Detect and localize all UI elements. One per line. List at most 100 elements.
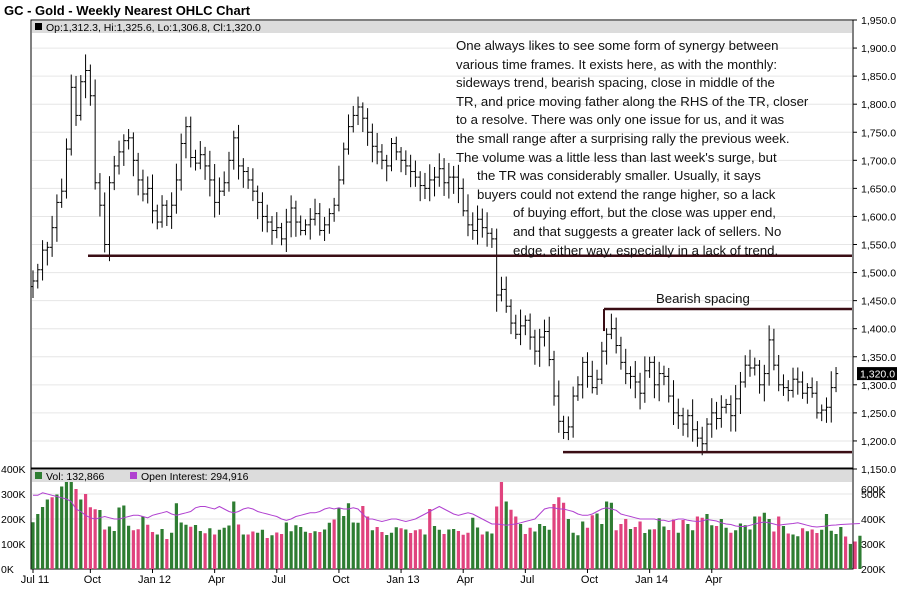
volume-bar [695,516,700,569]
ohlc-bar [59,178,64,208]
ohlc-bar [800,371,805,399]
volume-bar [150,532,155,569]
x-tick-label: Oct [581,574,598,586]
volume-bar [318,532,322,569]
ohlc-bar [155,204,160,230]
volume-bar [633,527,637,569]
volume-legend-label: Vol: 132,866 [46,471,105,483]
volume-left-tick-label: 100K [1,539,26,551]
ohlc-bar [274,212,279,239]
volume-bar [542,526,547,569]
ohlc-bar [527,313,533,350]
volume-bar [409,533,413,569]
price-header-bar [32,21,852,33]
annotation-line-4: TR, and price moving father along the RH… [456,93,809,109]
ohlc-bar [30,270,36,299]
ohlc-bar [398,147,404,173]
ohlc-bar [351,105,356,133]
ohlc-bar [518,309,523,346]
x-tick-label: Oct [332,574,349,586]
ohlc-bar [394,136,399,161]
price-tick-label: 1,550.0 [861,240,896,252]
ohlc-bar [570,386,576,438]
ohlc-bar [661,365,667,386]
volume-bar [299,527,303,569]
ohlc-bar [35,263,40,289]
ohlc-bar [427,164,432,202]
ohlc-bar [102,192,107,253]
volume-bar [356,522,360,569]
ohlc-bar [284,208,289,252]
ohlc-bar [40,240,45,281]
ohlc-bar [829,371,834,423]
volume-bar [322,529,327,569]
ohlc-bar [250,168,256,202]
price-tick-label: 1,500.0 [861,268,896,280]
volume-bar [585,527,590,569]
volume-right-tick-label: 400K [861,514,886,526]
volume-bar [103,529,107,569]
volume-bar [456,531,461,569]
volume-bar [786,533,790,569]
volume-bar [189,526,193,569]
x-tick-label: Apr [457,574,474,586]
ohlc-bar [174,163,179,214]
ohlc-bar [508,299,514,335]
x-axis-ticks: Jul 11 Oct Jan 12 Apr Jul Oct Jan 13 Apr Jul Oct J… [21,569,723,586]
ohlc-bar [685,409,691,438]
ohlc-bar [365,108,370,146]
ohlc-bar [470,212,475,240]
volume-bar [700,517,704,569]
ohlc-bar [269,216,275,245]
volume-bar [351,522,355,569]
volume-bar [394,527,398,569]
volume-bar [686,524,690,569]
ohlc-bar [389,137,394,172]
volume-bar [74,489,78,569]
ohlc-bar [83,54,88,99]
ohlc-bar [193,149,198,171]
ohlc-bar [288,195,294,238]
volume-left-tick-label: 200K [1,514,26,526]
ohlc-bar [403,150,409,176]
ohlc-bar [255,185,260,220]
volume-bar [609,502,613,569]
volume-bar [561,502,566,569]
volume-bar [471,517,475,569]
ohlc-bar [164,200,170,227]
ohlc-bar [135,152,141,196]
volume-bar [734,530,738,569]
volume-bar [380,532,384,569]
volume-bar [619,524,623,569]
volume-bar [418,529,422,569]
annotation-line-10: of buying effort, but the close was uppe… [513,205,776,221]
chart-title: GC - Gold - Weekly Nearest OHLC Chart [4,3,251,18]
volume-bar [64,481,69,569]
volume-bar [303,531,308,569]
volume-bar [710,525,714,569]
ohlc-bar [236,124,241,180]
ohlc-bar [188,116,193,168]
ohlc-bar [265,204,270,233]
volume-bar [662,526,666,569]
volume-bar [361,506,365,569]
volume-bar [452,529,456,569]
volume-bar [217,529,222,569]
last-price-box [857,367,897,381]
ohlc-bar [547,316,552,367]
volume-bar [241,534,245,569]
volume-bar [614,530,618,569]
volume-bar [208,528,212,569]
volume-bar [83,494,88,569]
annotation-line-3: sideways trend, bearish spacing, close i… [456,75,775,91]
volume-bar [547,529,551,569]
ohlc-bar [781,374,786,396]
volume-bar [719,519,723,569]
ohlc-bar [733,385,738,432]
volume-bar [796,536,800,569]
x-tick-label: Apr [208,574,225,586]
ohlc-bar [532,329,538,365]
price-gridlines [32,47,852,442]
